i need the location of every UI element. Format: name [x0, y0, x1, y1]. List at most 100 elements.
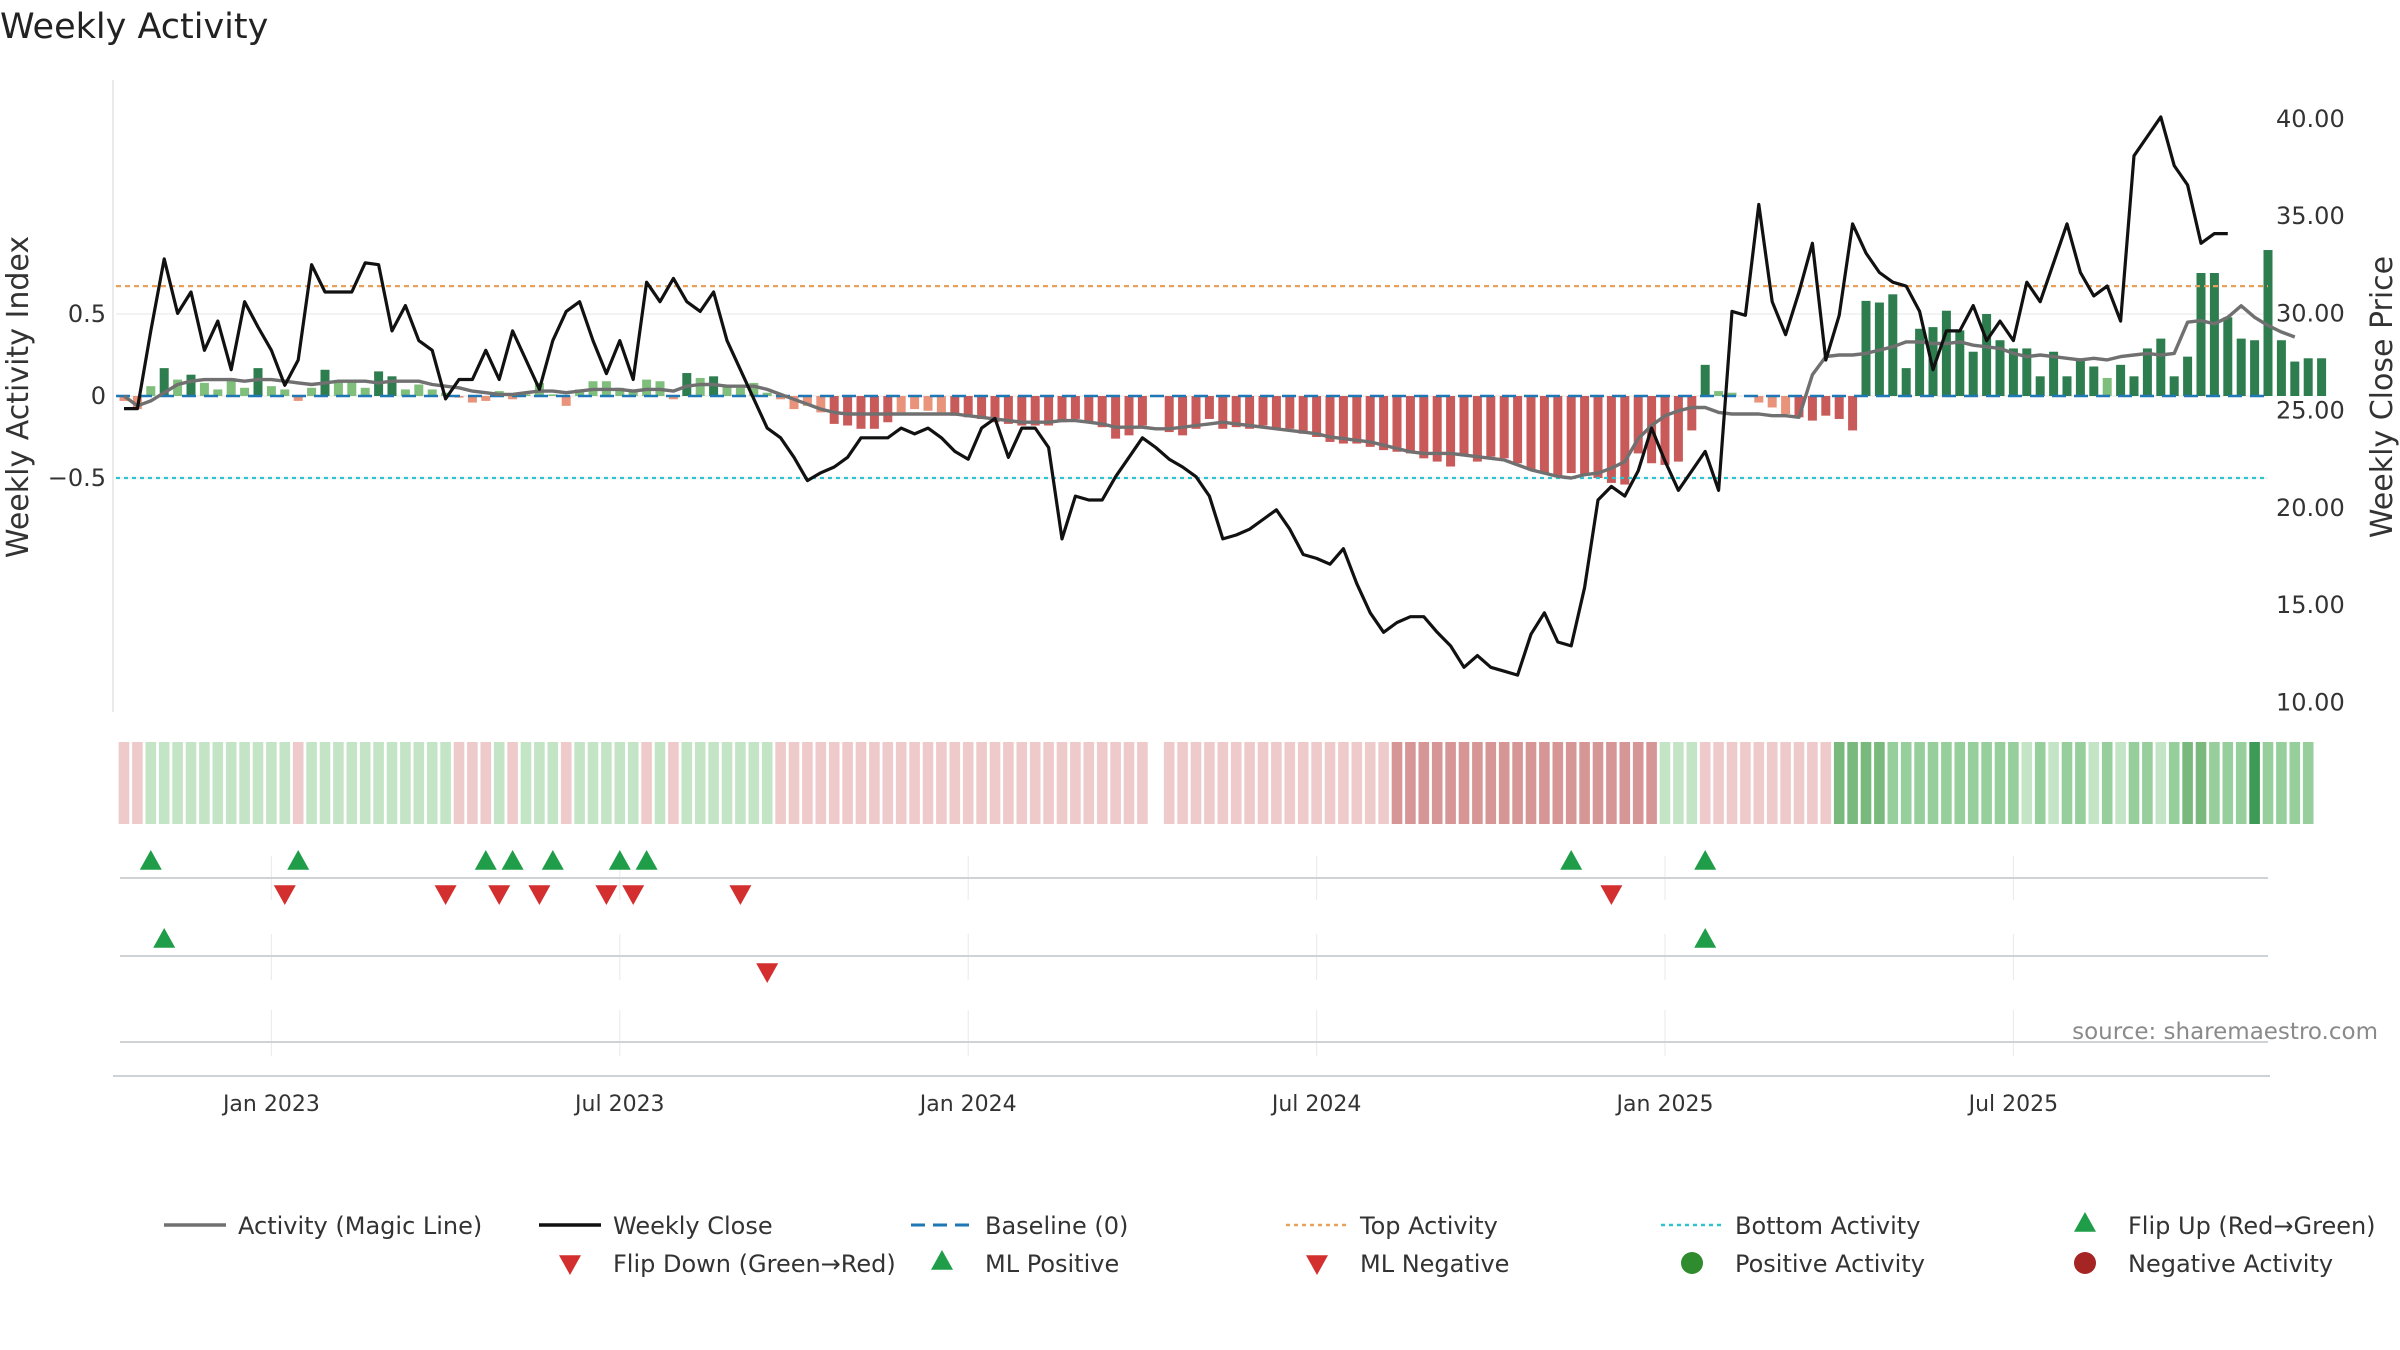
activity-bar — [548, 394, 558, 396]
flip-up-marker — [541, 850, 564, 870]
activity-bar — [1124, 396, 1134, 436]
strip-cell — [1927, 742, 1939, 824]
strip-cell — [1874, 742, 1885, 824]
strip-cell — [1954, 742, 1966, 824]
activity-bar — [1312, 396, 1322, 437]
strip-cell — [1914, 742, 1925, 824]
activity-bar — [1513, 396, 1523, 464]
strip-cell — [225, 742, 237, 824]
strip-cell — [292, 742, 304, 824]
strip-cell — [346, 742, 358, 824]
activity-bar — [776, 396, 786, 400]
activity-bar — [2223, 317, 2233, 396]
activity-bar — [735, 387, 745, 396]
strip-cell — [1807, 742, 1818, 824]
flip-up-marker — [635, 850, 658, 870]
strip-cell — [319, 742, 331, 824]
strip-cell — [922, 742, 934, 824]
activity-bar — [749, 382, 759, 396]
activity-bar — [1727, 392, 1737, 396]
strip-cell — [2195, 742, 2207, 824]
strip-cell — [1619, 742, 1631, 824]
strip-cell — [1163, 742, 1175, 824]
activity-bar — [695, 377, 705, 396]
activity-bar — [1982, 314, 1992, 396]
strip-cell — [507, 742, 518, 824]
activity-bar — [1486, 396, 1496, 457]
activity-bar — [896, 396, 906, 413]
activity-bar — [1003, 396, 1013, 424]
strip-cell — [788, 742, 800, 824]
strip-cell — [118, 742, 130, 824]
strip-cell — [1699, 742, 1711, 824]
strip-cell — [1070, 742, 1081, 824]
activity-bar — [2317, 358, 2327, 396]
strip-cell — [668, 742, 679, 824]
activity-bar — [1915, 328, 1925, 396]
strip-cell — [1673, 742, 1684, 824]
strip-cell — [1579, 742, 1590, 824]
legend-label: Top Activity — [1359, 1212, 1498, 1240]
flip-up-marker — [501, 850, 524, 870]
flip-up-marker — [1560, 850, 1583, 870]
activity-bar — [1714, 391, 1724, 396]
activity-bar — [1901, 368, 1911, 396]
activity-bar — [2236, 338, 2246, 396]
activity-bar — [240, 387, 250, 396]
legend-item: ML Negative — [1306, 1250, 1509, 1278]
strip-cell — [560, 742, 572, 824]
strip-cell — [266, 742, 277, 824]
strip-cell — [279, 742, 291, 824]
strip-cell — [587, 742, 599, 824]
activity-bar — [146, 386, 156, 396]
strip-cell — [2168, 742, 2180, 824]
strip-cell — [1029, 742, 1041, 824]
legend-swatch — [1306, 1255, 1328, 1275]
activity-bar — [280, 389, 290, 396]
strip-cell — [855, 742, 867, 824]
legend-label: ML Positive — [985, 1250, 1119, 1278]
x-tick-label: Jan 2023 — [221, 1092, 320, 1117]
strip-cell — [1177, 742, 1188, 824]
flip-down-marker — [488, 885, 511, 905]
strip-cell — [2235, 742, 2247, 824]
activity-bar — [199, 382, 209, 396]
legend-label: Flip Down (Green→Red) — [613, 1250, 896, 1278]
strip-cell — [1137, 742, 1148, 824]
strip-cell — [1244, 742, 1255, 824]
activity-bar — [1419, 396, 1429, 459]
strip-cell — [641, 742, 652, 824]
activity-bar — [923, 396, 933, 411]
strip-cell — [413, 742, 425, 824]
activity-bar — [1030, 396, 1040, 426]
strip-cell — [708, 742, 719, 824]
strip-cell — [1686, 742, 1698, 824]
strip-cell — [681, 742, 693, 824]
flip-up-marker — [608, 850, 631, 870]
strip-cell — [1472, 742, 1483, 824]
activity-bar — [1191, 396, 1201, 429]
activity-bars — [119, 250, 2327, 485]
strip-cell — [962, 742, 974, 824]
flip-down-marker — [273, 885, 296, 905]
strip-cell — [1726, 742, 1738, 824]
activity-bar — [1580, 396, 1590, 475]
activity-bar — [963, 396, 973, 418]
legend-label: Bottom Activity — [1735, 1212, 1920, 1240]
strip-cell — [426, 742, 438, 824]
activity-bar — [762, 392, 772, 396]
source-note: source: sharemaestro.com — [2072, 1019, 2378, 1045]
legend-item: Flip Up (Red→Green) — [2074, 1212, 2376, 1240]
flip-up-marker — [287, 850, 310, 870]
legend-label: Negative Activity — [2128, 1250, 2333, 1278]
activity-bar — [1379, 396, 1389, 451]
reference-lines — [116, 285, 2268, 480]
legend-swatch — [2074, 1252, 2096, 1274]
activity-bar — [1298, 396, 1308, 434]
ml-positive-marker — [1694, 928, 1717, 948]
strip-cell — [2115, 742, 2126, 824]
strip-cell — [1793, 742, 1805, 824]
strip-cell — [909, 742, 920, 824]
activity-bar — [119, 396, 129, 401]
activity-bar — [266, 386, 276, 396]
